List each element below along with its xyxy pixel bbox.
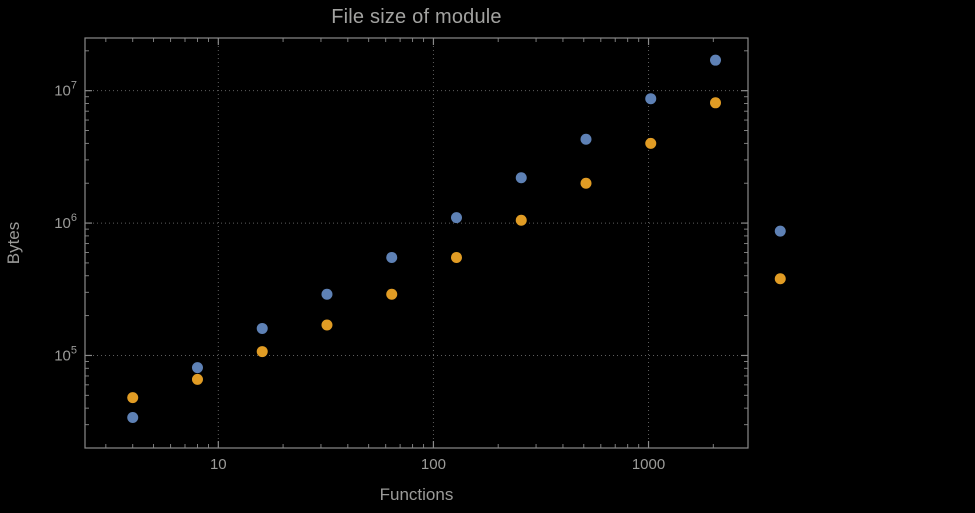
data-point-series-blue [774, 225, 786, 237]
data-point-series-blue [710, 54, 722, 66]
x-tick-label: 100 [421, 456, 446, 473]
data-point-series-orange [321, 319, 333, 331]
data-point-series-blue [127, 411, 139, 423]
data-point-series-blue [515, 172, 527, 184]
data-point-series-orange [774, 273, 786, 285]
data-point-series-orange [450, 251, 462, 263]
x-axis-label: Functions [379, 485, 454, 504]
data-point-series-orange [191, 373, 203, 385]
plot-frame [84, 37, 749, 449]
data-point-series-blue [256, 322, 268, 334]
y-axis-label: Bytes [4, 221, 23, 265]
x-tick-label: 1000 [632, 456, 665, 473]
data-point-series-blue [191, 362, 203, 374]
data-point-series-blue [386, 251, 398, 263]
y-tick-label: 107 [54, 80, 77, 100]
x-tick-label: 10 [210, 456, 227, 473]
data-point-series-orange [386, 288, 398, 300]
data-point-series-blue [645, 93, 657, 105]
chart-title: File size of module [331, 6, 502, 28]
data-point-series-orange [256, 346, 268, 358]
data-point-series-blue [450, 212, 462, 224]
data-point-series-blue [580, 133, 592, 145]
data-point-series-orange [127, 392, 139, 404]
data-point-series-orange [645, 137, 657, 149]
y-tick-label: 106 [54, 212, 77, 232]
data-point-series-orange [580, 177, 592, 189]
data-point-series-orange [710, 97, 722, 109]
y-tick-label: 105 [54, 344, 77, 364]
data-point-series-blue [321, 288, 333, 300]
data-point-series-orange [515, 214, 527, 226]
